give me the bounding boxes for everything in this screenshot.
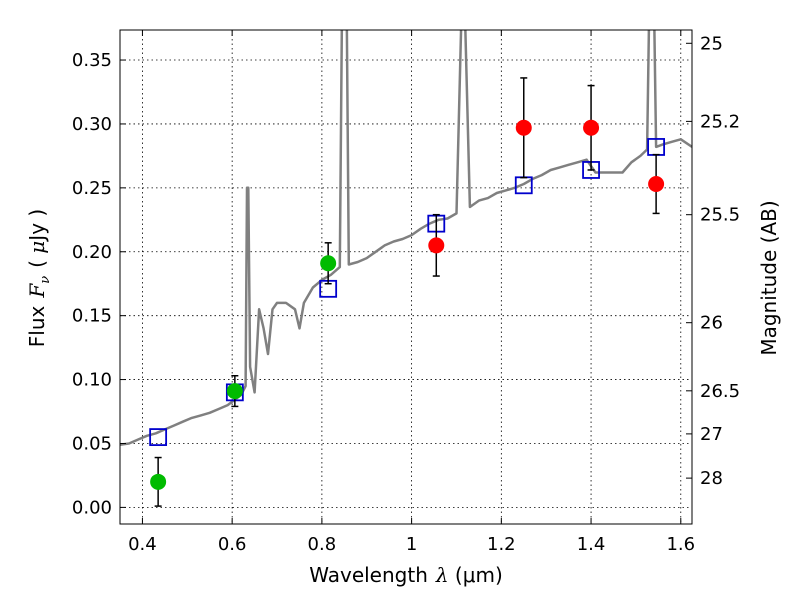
x-tick-label: 0.6 — [218, 534, 247, 555]
x-tick-label: 1.2 — [487, 534, 516, 555]
y-tick-label: 0.35 — [72, 50, 112, 71]
y2-axis-label: Magnitude (AB) — [757, 200, 781, 355]
x-tick-label: 1.4 — [577, 534, 606, 555]
plot-frame — [119, 29, 693, 525]
y-axis-label: FluxFν( μJy ) — [25, 209, 53, 347]
x-tick-label: 0.4 — [128, 534, 157, 555]
x-tick-label: 1.6 — [666, 534, 695, 555]
observed-point — [648, 176, 665, 193]
y2-tick-label: 27 — [700, 424, 723, 445]
observed-point — [320, 255, 337, 272]
ticks-layer: 0.4 0.6 0.8 1 1.2 1.4 1.6 0.00 0.05 0.10 0.15 0.20 0… — [72, 30, 740, 555]
y2-tick-label: 26 — [700, 313, 723, 334]
y2-tick-label: 26.5 — [700, 381, 740, 402]
y-tick-label: 0.25 — [72, 178, 112, 199]
observed-point — [226, 383, 243, 400]
y-tick-label: 0.20 — [72, 242, 112, 263]
observed-point — [583, 119, 600, 136]
spectrum-layer — [120, 30, 692, 447]
y-tick-label: 0.00 — [72, 497, 112, 518]
points-layer — [149, 77, 666, 507]
grid — [120, 30, 692, 524]
model-point — [149, 428, 168, 446]
y-tick-label: 0.15 — [72, 306, 112, 327]
spectrum-line — [120, 30, 692, 447]
y2-tick-label: 25 — [700, 33, 723, 54]
x-tick-label: 0.8 — [308, 534, 337, 555]
observed-point — [515, 119, 532, 136]
x-tick-label: 1 — [406, 534, 417, 555]
x-axis-label: Wavelength λ (μm) — [309, 563, 503, 587]
y2-tick-label: 28 — [700, 468, 723, 489]
y2-tick-label: 25.5 — [700, 205, 740, 226]
y-tick-label: 0.30 — [72, 114, 112, 135]
y-tick-label: 0.05 — [72, 433, 112, 454]
y2-tick-label: 25.2 — [700, 111, 740, 132]
observed-point — [428, 237, 445, 254]
observed-point — [150, 473, 167, 490]
y-tick-label: 0.10 — [72, 370, 112, 391]
